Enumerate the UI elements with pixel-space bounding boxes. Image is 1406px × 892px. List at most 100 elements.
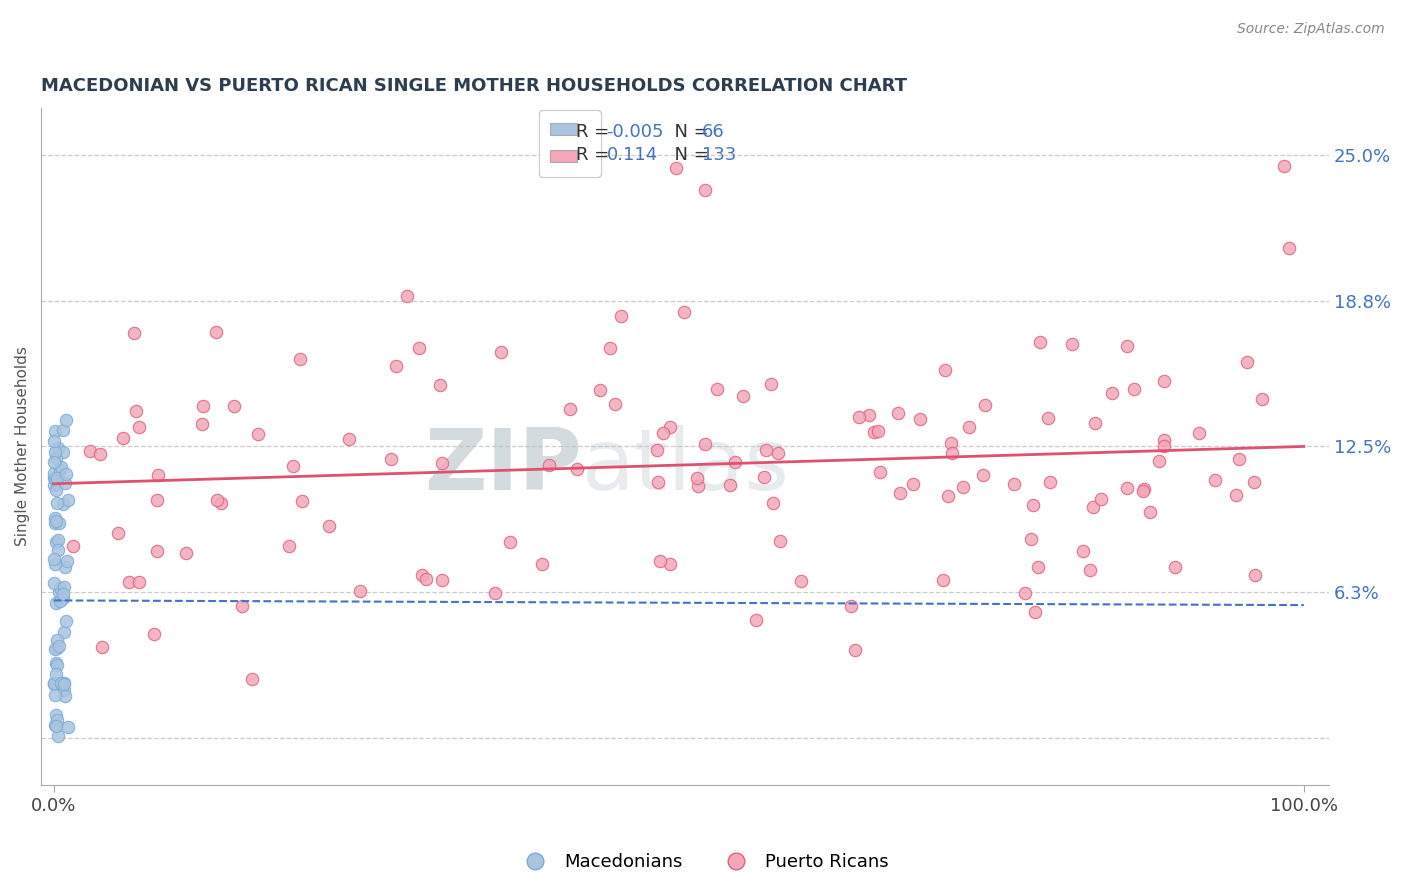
Text: 66: 66 [702,123,725,141]
Point [693,437,716,451]
Point [53,675,76,690]
Point [44,434,66,449]
Point [46,533,69,547]
Point [45,496,67,510]
Point [45,451,67,466]
Point [128,574,150,589]
Point [44,471,66,485]
Point [46,476,69,491]
Point [44,575,66,590]
Point [45,656,67,670]
Point [430,573,453,587]
Point [48,584,70,599]
Point [489,345,512,359]
Point [610,310,633,324]
Point [45,535,67,549]
Point [1204,473,1226,487]
Point [56,720,79,734]
Point [759,376,782,391]
Point [752,470,775,484]
Point [1278,241,1301,255]
Point [932,573,955,587]
Point [48,639,70,653]
Text: -0.005: -0.005 [606,123,664,141]
Point [1028,334,1050,349]
Point [1002,476,1025,491]
Point [209,496,232,510]
Point [44,510,66,524]
Point [45,469,67,483]
Point [176,546,198,560]
Point [46,640,69,655]
Point [1039,475,1062,489]
Point [46,442,69,456]
Point [974,398,997,412]
Point [42,471,65,485]
Point [44,551,66,566]
Point [1251,392,1274,407]
Point [1021,498,1043,512]
Point [839,599,862,613]
Text: R =: R = [575,146,620,164]
Point [122,326,145,340]
Point [42,478,65,492]
Point [858,409,880,423]
Point [1244,568,1267,582]
Point [762,496,785,510]
Point [844,643,866,657]
Point [385,359,408,374]
Text: 133: 133 [702,146,737,164]
Text: 0.114: 0.114 [606,146,658,164]
Point [380,452,402,467]
Point [142,627,165,641]
Point [1153,439,1175,453]
Point [652,426,675,441]
Point [941,446,963,460]
Text: R =: R = [575,123,614,141]
Point [55,554,77,568]
Point [724,454,747,468]
Point [693,183,716,197]
Point [1073,544,1095,558]
Point [686,471,709,485]
Point [44,557,66,571]
Point [46,543,69,558]
Point [45,483,67,497]
Point [1026,560,1049,574]
Point [396,289,419,303]
Point [52,580,75,594]
Point [45,666,67,681]
Point [1153,375,1175,389]
Point [45,632,67,647]
Point [52,683,75,698]
Point [499,534,522,549]
Point [52,591,75,606]
Point [190,417,212,431]
Point [281,459,304,474]
Point [45,708,67,723]
Point [565,462,588,476]
Point [46,657,69,672]
Point [558,402,581,417]
Point [952,480,974,494]
Point [908,412,931,426]
Point [44,641,66,656]
Point [49,594,72,608]
Point [848,410,870,425]
Text: N =: N = [662,146,714,164]
Point [44,688,66,702]
Point [48,516,70,530]
Point [45,514,67,528]
Point [247,427,270,442]
Point [1188,425,1211,440]
Point [45,596,67,610]
Point [291,493,314,508]
Point [658,420,681,434]
Point [1133,482,1156,496]
Point [957,420,980,434]
Point [429,377,451,392]
Point [589,383,612,397]
Point [205,325,228,339]
Point [1101,386,1123,401]
Point [688,479,710,493]
